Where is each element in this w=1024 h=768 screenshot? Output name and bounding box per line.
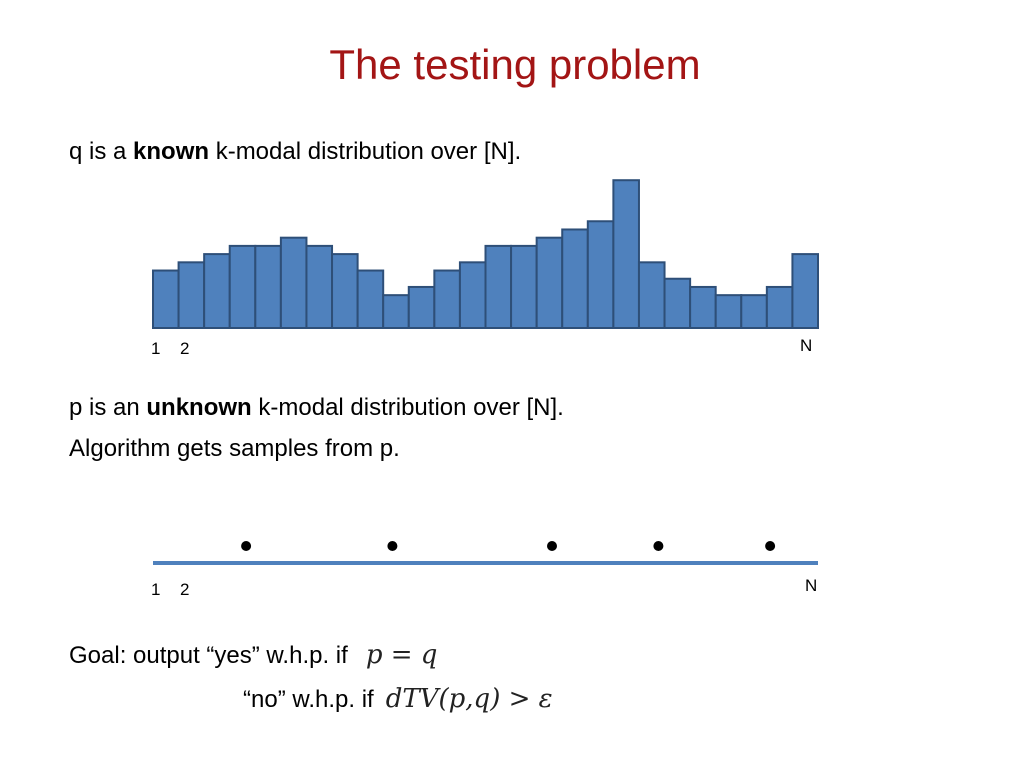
p-tick-1: 1	[151, 580, 161, 599]
goal-no-label: “no” w.h.p. if	[243, 686, 374, 713]
sample-point-5	[765, 541, 776, 551]
q-description-prefix: q is a	[69, 138, 134, 165]
q-bar-24	[740, 294, 768, 330]
q-tick-2: 2	[180, 339, 190, 358]
q-description-emphasis: known	[133, 138, 210, 165]
p-description-emphasis: unknown	[146, 394, 252, 421]
q-bar-1	[152, 269, 180, 329]
q-bar-2	[177, 261, 206, 330]
q-bar-5	[254, 244, 282, 329]
q-bar-19	[612, 179, 640, 329]
p-tick-2: 2	[180, 580, 190, 599]
sample-point-1	[241, 541, 252, 551]
p-description: p is an unknown k-modal distribution ove…	[69, 393, 564, 423]
q-bar-14	[484, 244, 513, 329]
samples-description: Algorithm gets samples from p.	[69, 435, 400, 462]
q-bar-13	[458, 261, 487, 330]
q-description-suffix: k-modal distribution over [N].	[209, 138, 522, 165]
goal-yes-line: Goal: output “yes” w.h.p. if p = q	[69, 640, 437, 671]
goal-no-condition: dTV(p,q) > ε	[385, 684, 553, 714]
q-bar-10	[382, 294, 410, 330]
q-tick-1: 1	[151, 339, 161, 358]
slide-title: The testing problem	[329, 41, 701, 88]
q-bar-20	[637, 261, 666, 330]
p-tick-n: N	[805, 576, 818, 595]
q-bar-11	[407, 285, 436, 329]
q-description: q is a known k-modal distribution over […	[69, 137, 521, 167]
p-description-prefix: p is an	[69, 394, 147, 421]
q-bar-16	[535, 236, 564, 329]
q-bar-17	[561, 228, 589, 329]
goal-no-line: “no” w.h.p. if dTV(p,q) > ε	[243, 684, 553, 715]
q-bar-18	[586, 220, 615, 329]
goal-yes-condition: p = q	[365, 640, 438, 670]
p-description-suffix: k-modal distribution over [N].	[251, 394, 564, 421]
q-bar-15	[510, 244, 538, 329]
sample-point-3	[547, 541, 557, 551]
q-bar-26	[791, 253, 820, 330]
q-tick-n: N	[800, 336, 813, 355]
q-bar-7	[305, 244, 334, 329]
sample-point-2	[387, 541, 398, 551]
q-bar-9	[356, 269, 385, 329]
goal-yes-label: Goal: output “yes” w.h.p. if	[69, 642, 348, 669]
q-bar-4	[228, 244, 257, 329]
sample-point-4	[653, 541, 664, 551]
